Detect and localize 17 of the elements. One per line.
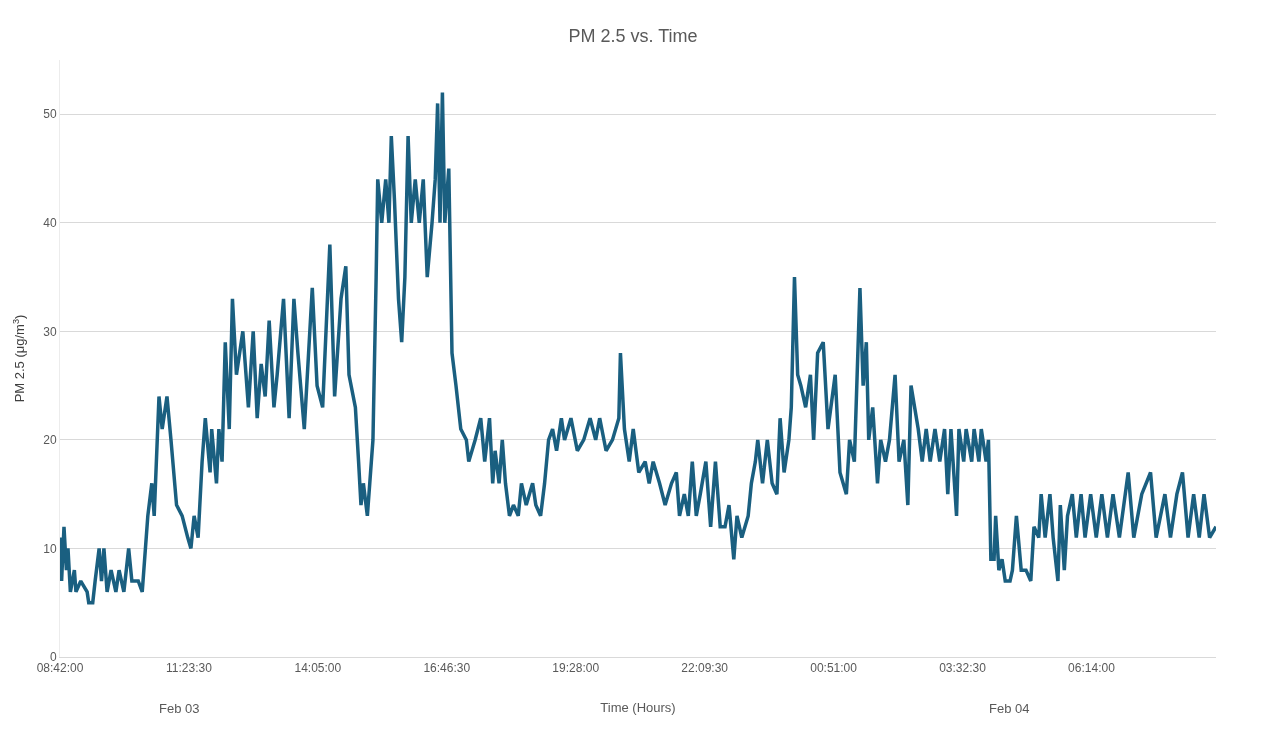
y-tick-label: 30 — [43, 324, 57, 339]
x-tick-label: 11:23:30 — [166, 661, 213, 676]
x-tick-label: 16:46:30 — [423, 661, 471, 676]
x-tick-label: 22:09:30 — [681, 661, 729, 676]
y-tick-label: 20 — [43, 433, 57, 448]
x-tick-label: 03:32:30 — [939, 661, 987, 676]
y-tick-label: 50 — [43, 107, 57, 122]
x-tick-label: 06:14:00 — [1068, 661, 1116, 676]
text: Feb 04 — [989, 701, 1030, 716]
x-tick-label: 00:51:00 — [810, 661, 858, 676]
y-tick-label: 10 — [43, 541, 57, 556]
x-tick-label: 14:05:00 — [294, 661, 342, 676]
x-tick-label: 19:28:00 — [552, 661, 600, 676]
text: Feb 03 — [159, 701, 200, 716]
x-axis-title: Time (Hours) — [600, 700, 676, 715]
y-tick-label: 40 — [43, 216, 57, 231]
chart-title: PM 2.5 vs. Time — [568, 26, 698, 47]
